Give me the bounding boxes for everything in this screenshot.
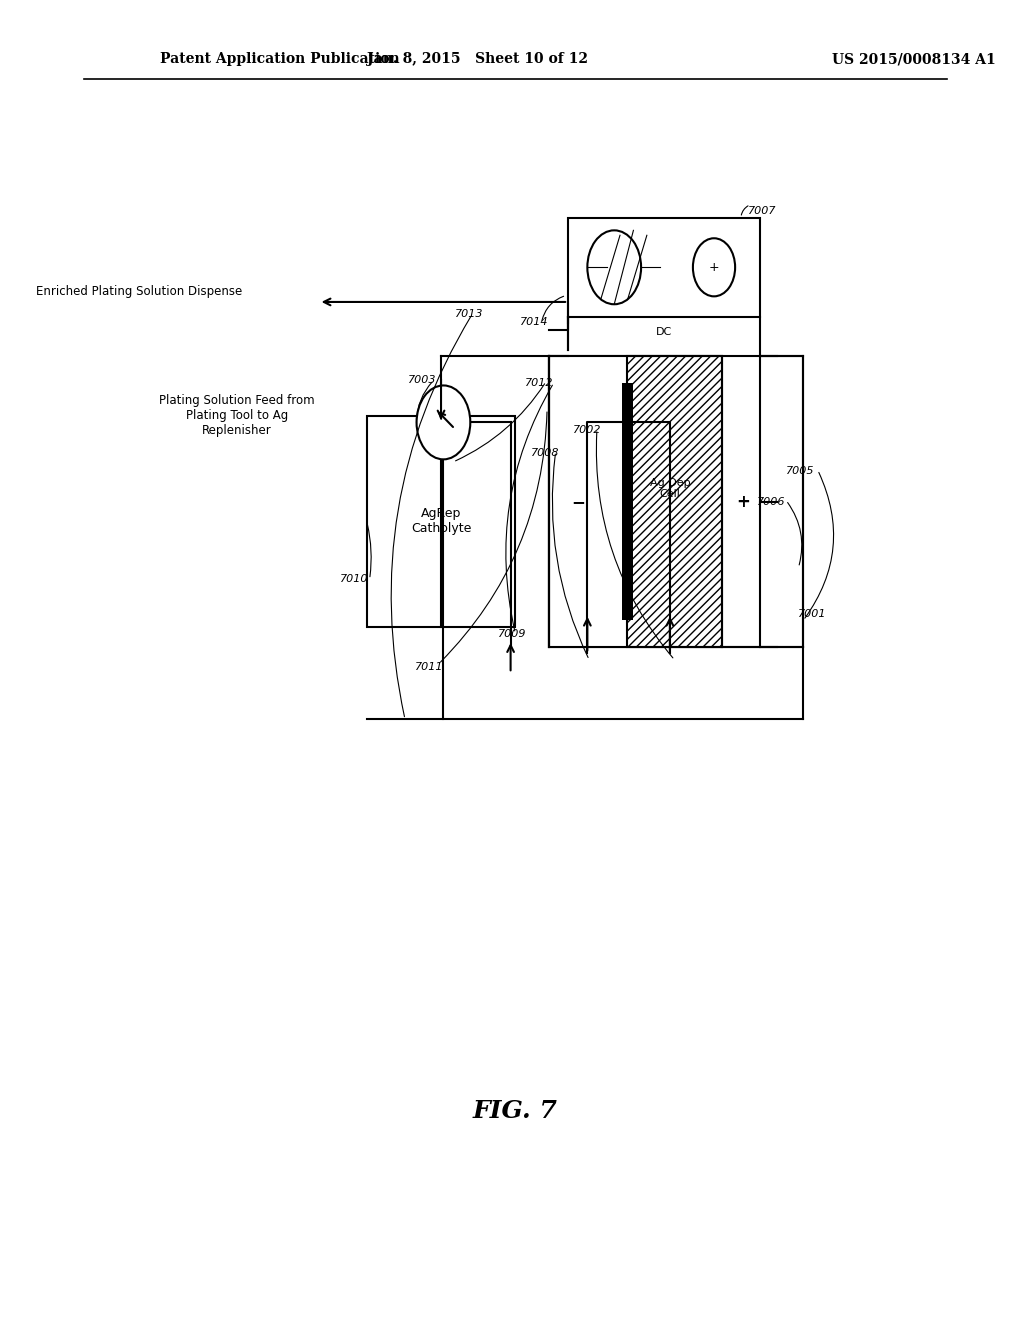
Text: 7014: 7014	[520, 317, 549, 327]
Circle shape	[588, 230, 641, 305]
Text: 7008: 7008	[530, 447, 559, 458]
Circle shape	[693, 238, 735, 297]
Text: 7002: 7002	[573, 425, 601, 436]
Circle shape	[417, 385, 470, 459]
Text: 7003: 7003	[408, 375, 436, 385]
Text: Enriched Plating Solution Dispense: Enriched Plating Solution Dispense	[36, 285, 242, 298]
Text: US 2015/0008134 A1: US 2015/0008134 A1	[833, 53, 995, 66]
Text: FIG. 7: FIG. 7	[473, 1100, 558, 1123]
Text: 7010: 7010	[340, 574, 369, 585]
Text: 7007: 7007	[748, 206, 776, 216]
Text: AgRep
Catholyte: AgRep Catholyte	[411, 507, 471, 536]
Text: 7011: 7011	[415, 661, 443, 672]
FancyBboxPatch shape	[622, 383, 633, 620]
FancyBboxPatch shape	[549, 356, 722, 647]
FancyBboxPatch shape	[568, 218, 760, 317]
Text: 7009: 7009	[498, 628, 526, 639]
Text: DC: DC	[656, 327, 672, 338]
Text: 7012: 7012	[525, 378, 554, 388]
Text: 7001: 7001	[799, 609, 827, 619]
Text: −: −	[570, 492, 585, 511]
Text: Jan. 8, 2015   Sheet 10 of 12: Jan. 8, 2015 Sheet 10 of 12	[367, 53, 588, 66]
Text: Plating Solution Feed from
Plating Tool to Ag
Replenisher: Plating Solution Feed from Plating Tool …	[160, 395, 315, 437]
Text: 7006: 7006	[757, 496, 785, 507]
Text: 7013: 7013	[455, 309, 483, 319]
Text: Ag Dep
Cell: Ag Dep Cell	[649, 478, 690, 499]
Text: 7005: 7005	[786, 466, 814, 477]
FancyBboxPatch shape	[367, 416, 515, 627]
Text: Patent Application Publication: Patent Application Publication	[161, 53, 400, 66]
Text: +: +	[709, 261, 719, 273]
Text: +: +	[736, 492, 750, 511]
